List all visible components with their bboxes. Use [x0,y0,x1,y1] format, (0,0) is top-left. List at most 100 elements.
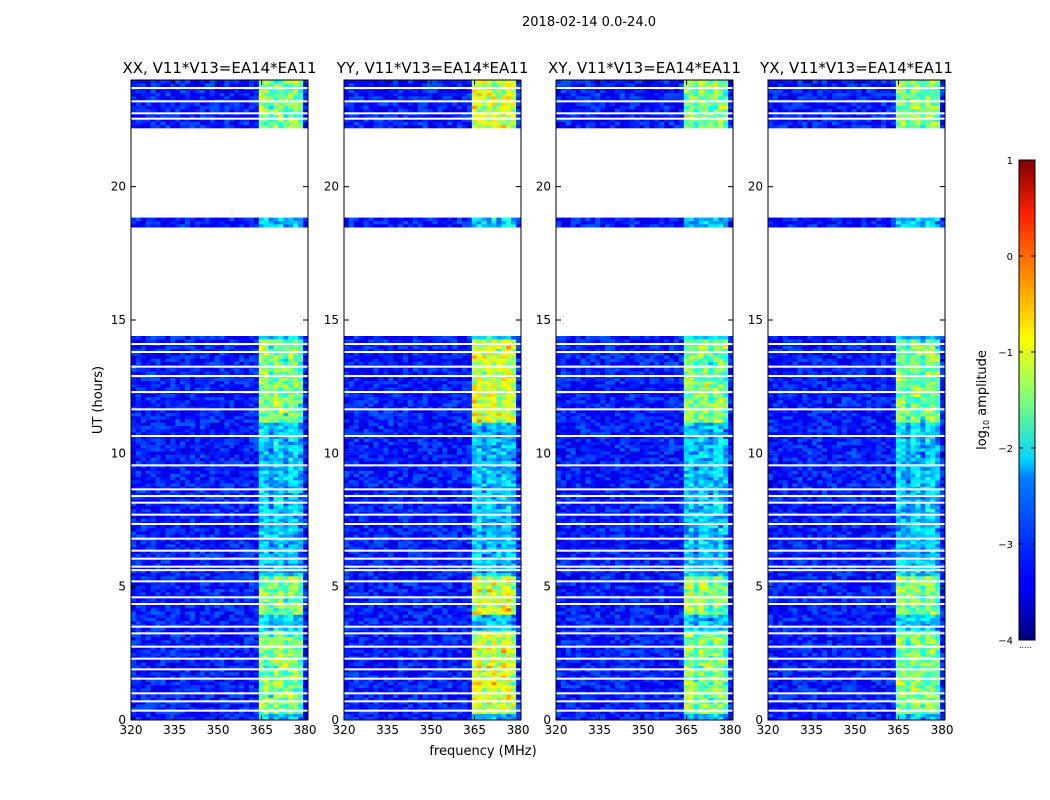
heatmap-cell [273,96,279,100]
heatmap-cell [244,220,250,225]
heatmap-cell [258,534,265,538]
heatmap-cell [180,83,186,87]
heatmap-cell [268,566,274,570]
heatmap-cell [268,108,274,113]
heatmap-cell [214,649,220,654]
heatmap-cell [155,643,161,647]
heatmap-cell [263,217,269,222]
heatmap-cell [194,80,201,84]
heatmap-cell [180,636,186,641]
heatmap-cell [263,476,269,481]
heatmap-cell [140,566,147,570]
heatmap-cell [273,441,279,446]
heatmap-cell [204,563,210,567]
heatmap-cell [199,454,206,458]
heatmap-cell [263,710,269,714]
heatmap-cell [150,403,156,407]
heatmap-cell [145,115,151,119]
heatmap-cell [224,438,230,442]
heatmap-cell [263,534,269,538]
heatmap-cell [234,617,240,622]
heatmap-cell [175,387,181,391]
heatmap-cell [229,598,235,602]
heatmap-cell [140,339,147,343]
heatmap-cell [288,496,294,500]
heatmap-cell [298,553,304,558]
heatmap-cell [283,675,289,679]
heatmap-cell [278,412,284,417]
heatmap-cell [150,441,156,446]
heatmap-cell [150,620,156,625]
heatmap-cell [209,406,215,410]
heatmap-cell [234,553,240,558]
heatmap-cell [224,716,230,721]
heatmap-cell [165,700,171,705]
heatmap-cell [194,108,201,113]
heatmap-cell [263,377,269,382]
heatmap-cell [209,345,215,350]
heatmap-cell [268,652,274,657]
heatmap-cell [140,640,147,644]
heatmap-cell [140,560,147,564]
heatmap-cell [170,409,176,414]
heatmap-cell [175,694,181,698]
heatmap-cell [239,400,245,404]
heatmap-cell [298,348,304,353]
heatmap-cell [283,518,289,522]
heatmap-cell [263,352,269,356]
heatmap-cell [298,489,304,494]
heatmap-cell [199,428,206,433]
heatmap-cell [204,640,210,644]
heatmap-cell [150,668,156,673]
heatmap-cell [303,448,309,452]
heatmap-cell [278,476,284,481]
heatmap-cell [258,675,265,679]
heatmap-cell [155,672,161,676]
heatmap-cell [180,505,186,510]
heatmap-cell [135,121,142,126]
heatmap-cell [140,630,147,634]
heatmap-cell [258,508,265,513]
heatmap-cell [204,588,210,593]
heatmap-cell [283,649,289,654]
heatmap-cell [140,400,147,404]
heatmap-cell [244,403,250,407]
heatmap-cell [253,470,260,474]
heatmap-cell [229,361,235,366]
heatmap-cell [258,582,265,586]
heatmap-cell [224,643,230,647]
heatmap-cell [170,540,176,545]
heatmap-cell [253,384,260,388]
heatmap-cell [253,576,260,580]
heatmap-cell [185,713,191,718]
heatmap-cell [160,352,166,356]
heatmap-cell [249,499,255,503]
heatmap-cell [273,672,279,676]
heatmap-cell [278,544,284,548]
heatmap-cell [234,380,240,385]
heatmap-cell [244,700,250,705]
heatmap-cell [224,518,230,522]
heatmap-cell [155,339,161,343]
heatmap-cell [244,502,250,506]
heatmap-cell [258,678,265,682]
heatmap-cell [150,339,156,343]
heatmap-cell [185,505,191,510]
heatmap-cell [239,630,245,634]
heatmap-cell [224,496,230,500]
heatmap-cell [234,393,240,398]
heatmap-cell [253,483,260,487]
heatmap-cell [170,499,176,503]
heatmap-cell [293,713,299,718]
heatmap-cell [258,502,265,506]
heatmap-cell [175,83,181,87]
heatmap-cell [224,675,230,679]
heatmap-cell [185,352,191,356]
heatmap-cell [155,620,161,625]
heatmap-cell [199,220,206,225]
heatmap-cell [263,678,269,682]
heatmap-cell [185,620,191,625]
heatmap-cell [209,652,215,657]
heatmap-cell [180,339,186,343]
